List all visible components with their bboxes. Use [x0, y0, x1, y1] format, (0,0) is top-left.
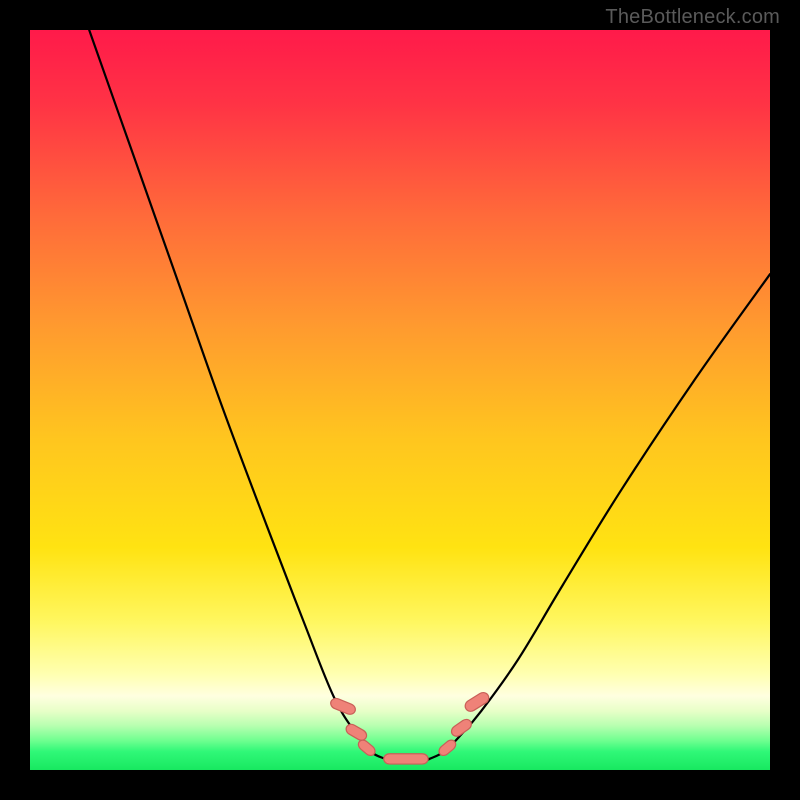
markers-group [329, 690, 491, 764]
curve-marker [344, 722, 368, 742]
curve-layer [30, 30, 770, 770]
watermark-text: TheBottleneck.com [605, 6, 780, 29]
curve-marker [437, 738, 458, 758]
curve-marker [356, 738, 377, 758]
bottleneck-curve [89, 30, 770, 759]
curve-marker [384, 754, 428, 764]
curve-marker [463, 690, 491, 713]
plot-area [30, 30, 770, 770]
